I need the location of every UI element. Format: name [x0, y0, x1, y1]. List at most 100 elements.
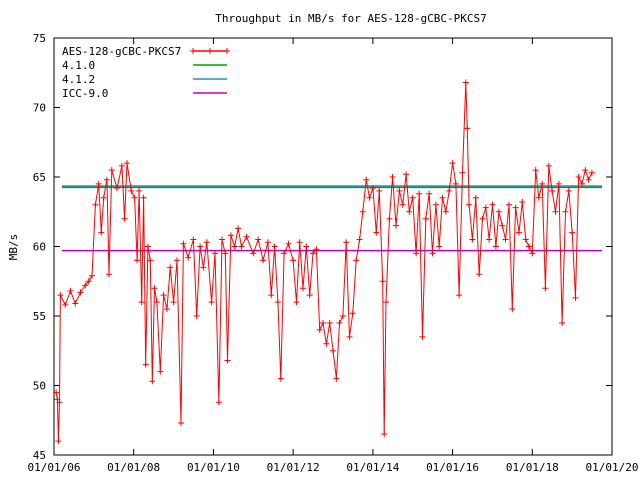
- data-point: [200, 264, 207, 271]
- data-point: [381, 431, 388, 438]
- data-point: [293, 299, 300, 306]
- data-point: [149, 378, 156, 385]
- legend-marker: [224, 48, 230, 54]
- data-point: [167, 264, 174, 271]
- data-point: [180, 240, 187, 247]
- x-tick-label: 01/01/06: [28, 461, 81, 474]
- data-point: [89, 272, 95, 279]
- data-point: [268, 292, 275, 299]
- data-point: [281, 250, 288, 257]
- data-point: [197, 243, 204, 250]
- data-point: [409, 194, 416, 201]
- data-point: [379, 278, 386, 285]
- data-point: [565, 187, 572, 194]
- x-tick-label: 01/01/14: [346, 461, 399, 474]
- data-point: [356, 236, 363, 243]
- data-point: [300, 285, 306, 292]
- data-point: [539, 180, 546, 187]
- data-point: [585, 176, 592, 183]
- data-point: [449, 160, 456, 167]
- data-point: [153, 299, 160, 306]
- data-point: [569, 229, 576, 236]
- data-point: [432, 201, 439, 208]
- data-point: [185, 254, 192, 261]
- data-point: [383, 299, 389, 306]
- data-point: [525, 243, 532, 250]
- data-point: [72, 300, 79, 307]
- data-point: [160, 292, 167, 299]
- data-point: [549, 187, 556, 194]
- data-point: [56, 399, 63, 406]
- legend-label: 4.1.2: [62, 73, 95, 86]
- x-tick-label: 01/01/10: [187, 461, 240, 474]
- data-point: [336, 320, 343, 326]
- data-point: [489, 201, 496, 208]
- data-point: [121, 215, 128, 222]
- x-tick-label: 01/01/08: [107, 461, 160, 474]
- data-point: [140, 194, 147, 201]
- data-point: [366, 194, 373, 201]
- x-tick-label: 01/01/18: [506, 461, 559, 474]
- legend-label: 4.1.0: [62, 59, 95, 72]
- data-point: [164, 306, 170, 313]
- data-point: [479, 215, 486, 222]
- data-point: [118, 162, 125, 169]
- data-point: [243, 233, 250, 240]
- y-tick-label: 50: [33, 380, 46, 393]
- data-point: [459, 169, 466, 176]
- series-line: [55, 82, 593, 442]
- data-point: [330, 347, 337, 354]
- data-point: [227, 232, 234, 239]
- data-point: [426, 190, 433, 197]
- data-point: [296, 239, 303, 246]
- y-axis: 45 50 55 60 65 70 75: [33, 32, 612, 462]
- legend-label: ICC-9.0: [62, 87, 108, 100]
- data-point: [442, 208, 449, 215]
- data-point: [274, 299, 281, 306]
- data-point: [151, 285, 158, 292]
- data-point: [446, 187, 453, 194]
- data-point: [393, 222, 399, 229]
- data-point: [369, 185, 376, 192]
- data-point: [588, 169, 595, 176]
- data-point: [290, 257, 297, 264]
- data-point: [399, 201, 406, 208]
- data-point: [509, 306, 516, 313]
- data-point: [353, 257, 360, 264]
- data-point: [486, 236, 493, 243]
- y-tick-label: 55: [33, 310, 46, 323]
- data-point: [231, 243, 238, 250]
- data-point: [552, 208, 559, 215]
- data-point: [77, 289, 84, 296]
- legend-marker: [190, 48, 196, 54]
- data-point: [472, 194, 479, 201]
- data-point: [203, 239, 210, 246]
- data-point: [389, 174, 396, 180]
- data-point: [339, 313, 346, 319]
- data-point: [333, 375, 340, 382]
- data-point: [271, 243, 278, 250]
- data-point: [170, 299, 177, 306]
- data-point: [419, 333, 426, 340]
- data-point: [212, 250, 218, 257]
- x-tick-label: 01/01/16: [426, 461, 479, 474]
- data-point: [320, 320, 326, 326]
- data-point: [416, 190, 423, 197]
- data-point: [452, 180, 459, 187]
- data-point: [482, 204, 489, 211]
- data-point: [466, 201, 473, 208]
- chart-title: Throughput in MB/s for AES-128-gCBC-PKCS…: [215, 12, 487, 25]
- data-point: [264, 239, 271, 246]
- data-point: [559, 320, 566, 326]
- data-point: [277, 375, 284, 382]
- data-point: [313, 246, 320, 253]
- data-point: [529, 250, 536, 257]
- data-point: [476, 271, 483, 278]
- data-point: [98, 229, 105, 236]
- data-point: [57, 292, 64, 299]
- data-point: [215, 399, 222, 406]
- data-point: [386, 215, 393, 222]
- data-point: [147, 257, 154, 264]
- data-point: [436, 243, 443, 250]
